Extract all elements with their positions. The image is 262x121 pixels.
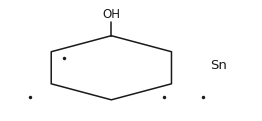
- Text: Sn: Sn: [210, 59, 227, 72]
- Text: OH: OH: [102, 8, 120, 21]
